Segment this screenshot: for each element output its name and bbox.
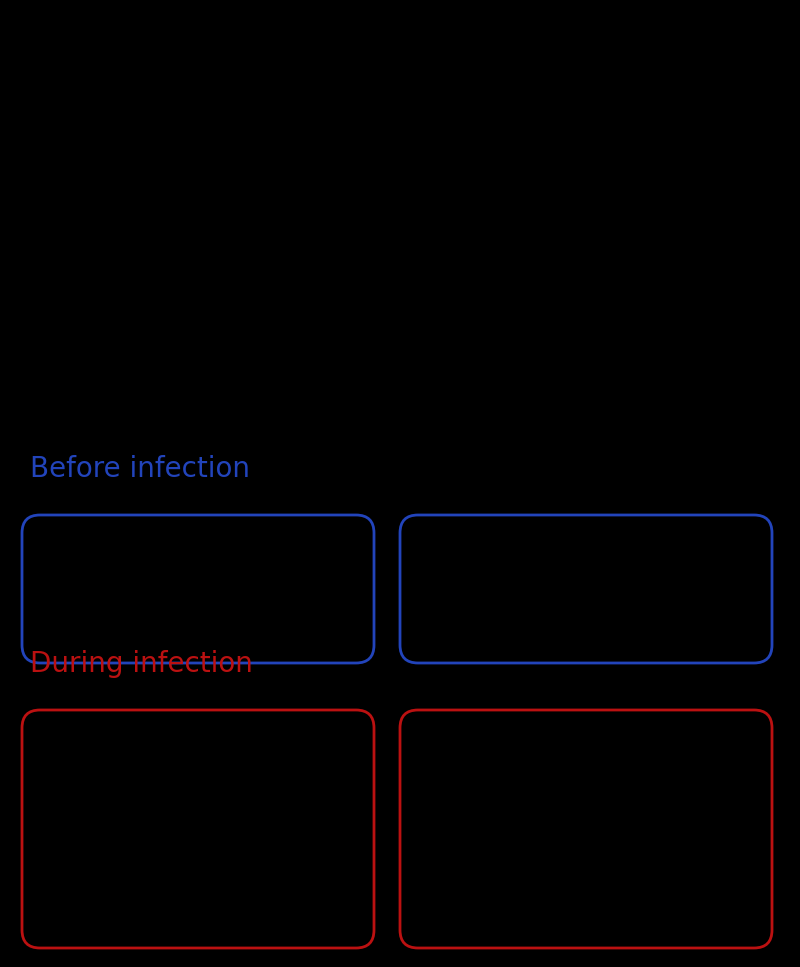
FancyBboxPatch shape — [22, 515, 374, 663]
Text: During infection: During infection — [30, 650, 253, 678]
FancyBboxPatch shape — [22, 710, 374, 948]
FancyBboxPatch shape — [400, 710, 772, 948]
FancyBboxPatch shape — [400, 515, 772, 663]
Text: Before infection: Before infection — [30, 455, 250, 483]
